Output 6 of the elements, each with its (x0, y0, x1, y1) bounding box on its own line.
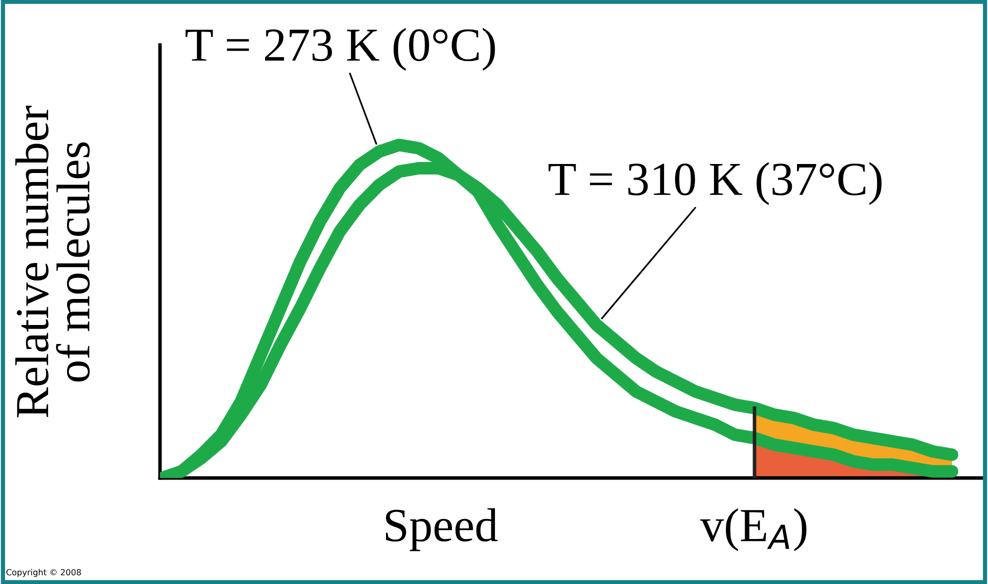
series-label: T = 310 K (37°C) (548, 162, 882, 205)
text: T = 273 K (0°C) (186, 28, 495, 71)
x-axis-title: Speed (386, 508, 498, 552)
y-axis-title: Relative number of molecules (15, 106, 90, 418)
text: Copyright © 2008 (6, 568, 81, 577)
text: v(E$_{A}$) (700, 508, 806, 552)
